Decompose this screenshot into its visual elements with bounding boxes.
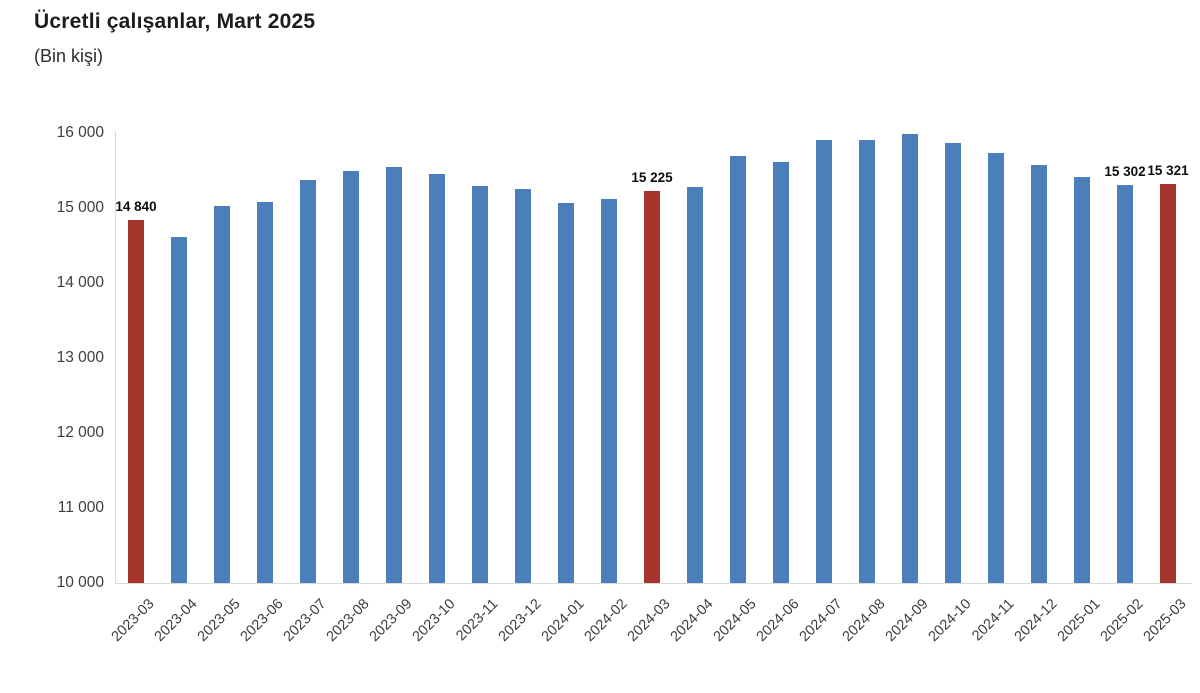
bar-value-label: 15 321 [1147, 162, 1189, 178]
x-axis-tick-label: 2024-08 [839, 596, 889, 645]
bar-2025-02 [1117, 185, 1133, 583]
chart-subtitle: (Bin kişi) [34, 46, 104, 66]
x-axis-tick-label: 2024-01 [538, 596, 588, 645]
x-axis-tick-label: 2024-10 [925, 596, 975, 645]
bar-2024-05 [730, 155, 746, 583]
bar-2024-11 [988, 152, 1004, 583]
bar-2024-07 [816, 139, 832, 583]
x-axis-tick-label: 2024-02 [581, 596, 631, 645]
chart-title: Ücretli çalışanlar, Mart 2025 [34, 10, 316, 33]
bar-2023-04 [171, 237, 187, 583]
bar-2024-09 [902, 134, 918, 583]
y-axis-tick-label: 13 000 [56, 349, 104, 366]
x-axis-tick-label: 2023-03 [108, 596, 158, 645]
x-axis-tick-label: 2024-05 [710, 596, 760, 645]
bar-2023-03 [128, 220, 144, 583]
x-axis-line [115, 583, 1192, 584]
bar-2023-06 [257, 201, 273, 583]
x-axis-tick-label: 2024-03 [624, 596, 674, 645]
y-axis-tick-label: 12 000 [56, 424, 104, 441]
bar-2023-11 [472, 185, 488, 583]
x-axis-tick-label: 2023-07 [280, 596, 330, 645]
bar-2025-01 [1074, 176, 1090, 583]
x-axis-tick-label: 2025-03 [1140, 596, 1190, 645]
y-axis-tick-label: 14 000 [56, 274, 104, 291]
y-axis-line [115, 131, 116, 583]
bar-2023-12 [515, 189, 531, 583]
x-axis-tick-label: 2024-11 [969, 596, 1018, 645]
x-axis-tick-label: 2024-09 [882, 596, 932, 645]
y-axis-tick-label: 10 000 [56, 574, 104, 591]
x-axis-tick-label: 2024-04 [667, 596, 717, 645]
x-axis-tick-label: 2023-11 [453, 596, 502, 645]
bar-2025-03 [1160, 183, 1176, 583]
x-axis-tick-label: 2023-08 [323, 596, 373, 645]
bar-2023-07 [300, 180, 316, 583]
bar-2024-03 [644, 191, 660, 583]
bar-2023-10 [429, 173, 445, 583]
x-axis-tick-label: 2023-05 [194, 596, 244, 645]
bar-2024-02 [601, 198, 617, 583]
bar-value-label: 15 225 [631, 170, 673, 186]
bar-2024-06 [773, 162, 789, 583]
y-axis-tick-label: 15 000 [56, 199, 104, 216]
bar-value-label: 15 302 [1104, 164, 1146, 180]
x-axis-tick-label: 2023-10 [409, 596, 459, 645]
bar-2024-08 [859, 140, 875, 583]
x-axis-tick-label: 2023-06 [237, 596, 287, 645]
bar-2023-08 [343, 171, 359, 583]
x-axis-tick-label: 2024-07 [796, 596, 846, 645]
x-axis-tick-label: 2023-12 [495, 596, 545, 645]
y-axis-tick-label: 16 000 [56, 124, 104, 141]
bar-2023-09 [386, 166, 402, 583]
bar-value-label: 14 840 [115, 199, 157, 214]
x-axis-tick-label: 2025-02 [1097, 596, 1147, 645]
bar-2024-04 [687, 186, 703, 583]
x-axis-tick-label: 2024-06 [753, 596, 803, 645]
x-axis-tick-label: 2023-04 [151, 596, 201, 645]
bar-2023-05 [214, 206, 230, 583]
bar-2024-01 [558, 203, 574, 583]
x-axis-tick-label: 2024-12 [1011, 596, 1061, 645]
bar-2024-10 [945, 142, 961, 583]
x-axis-tick-label: 2023-09 [366, 596, 416, 645]
x-axis-tick-label: 2025-01 [1054, 596, 1104, 645]
bar-2024-12 [1031, 164, 1047, 583]
y-axis-tick-label: 11 000 [57, 499, 104, 516]
